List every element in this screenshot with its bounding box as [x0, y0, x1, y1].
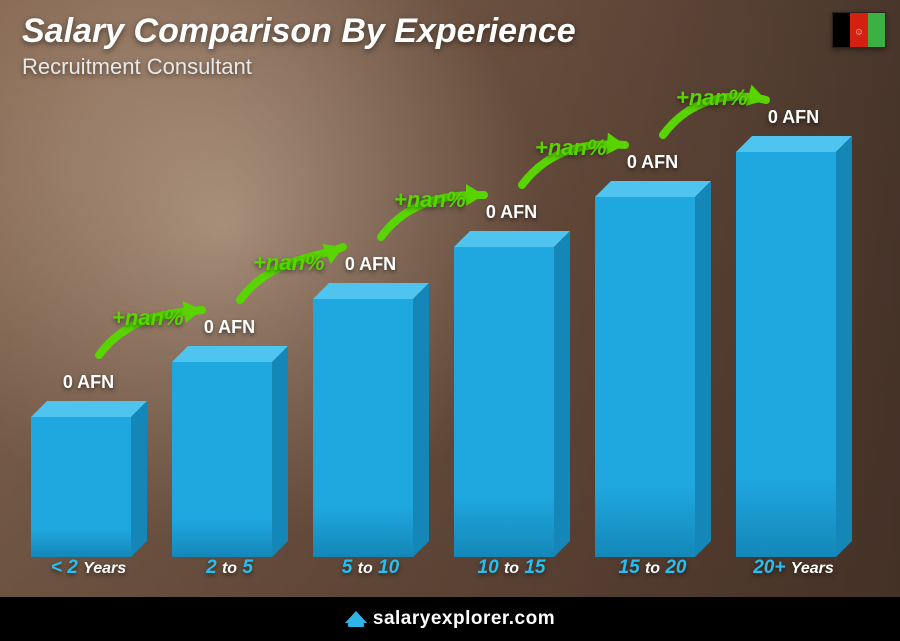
bar-value-label: 0 AFN: [204, 317, 255, 338]
brand-logo: salaryexplorer.com: [345, 608, 555, 630]
bar-chart: 0 AFN 0 AFN 0 AFN 0 AFN 0 AFN 0 AFN < 2 Years…: [18, 108, 864, 583]
bar-value-label: 0 AFN: [63, 372, 114, 393]
x-axis-label: < 2 Years: [18, 557, 159, 583]
bar-value-label: 0 AFN: [627, 152, 678, 173]
x-axis-label: 15 to 20: [582, 557, 723, 583]
bar: [454, 231, 570, 557]
footer-bar: salaryexplorer.com: [0, 597, 900, 641]
bar: [736, 136, 852, 557]
bar-column: 0 AFN: [18, 372, 159, 557]
chart-title: Salary Comparison By Experience: [22, 12, 576, 51]
country-flag-icon: ۞: [832, 12, 886, 48]
bar: [31, 401, 147, 557]
infographic-stage: Salary Comparison By Experience Recruitm…: [0, 0, 900, 641]
bar-column: 0 AFN: [159, 317, 300, 557]
brand-text: salaryexplorer.com: [373, 608, 555, 630]
x-axis-label: 2 to 5: [159, 557, 300, 583]
bar: [313, 283, 429, 557]
bar: [595, 181, 711, 557]
x-axis-label: 5 to 10: [300, 557, 441, 583]
bar-column: 0 AFN: [300, 254, 441, 557]
bar-value-label: 0 AFN: [345, 254, 396, 275]
chart-subtitle: Recruitment Consultant: [22, 54, 252, 80]
bar-value-label: 0 AFN: [768, 107, 819, 128]
bar-column: 0 AFN: [441, 202, 582, 557]
bar: [172, 346, 288, 557]
logo-icon: [345, 611, 367, 627]
x-axis-label: 10 to 15: [441, 557, 582, 583]
bar-column: 0 AFN: [723, 107, 864, 557]
bar-column: 0 AFN: [582, 152, 723, 557]
bar-value-label: 0 AFN: [486, 202, 537, 223]
x-axis-label: 20+ Years: [723, 557, 864, 583]
